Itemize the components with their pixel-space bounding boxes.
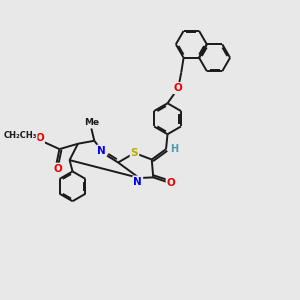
Text: O: O (174, 83, 183, 93)
Text: N: N (134, 177, 142, 187)
Text: O: O (167, 178, 176, 188)
Text: O: O (54, 164, 62, 174)
Text: CH₂CH₃: CH₂CH₃ (3, 131, 37, 140)
Text: Me: Me (84, 118, 99, 127)
Text: O: O (35, 133, 44, 143)
Text: N: N (98, 146, 106, 156)
Text: H: H (170, 143, 178, 154)
Text: S: S (131, 148, 138, 158)
